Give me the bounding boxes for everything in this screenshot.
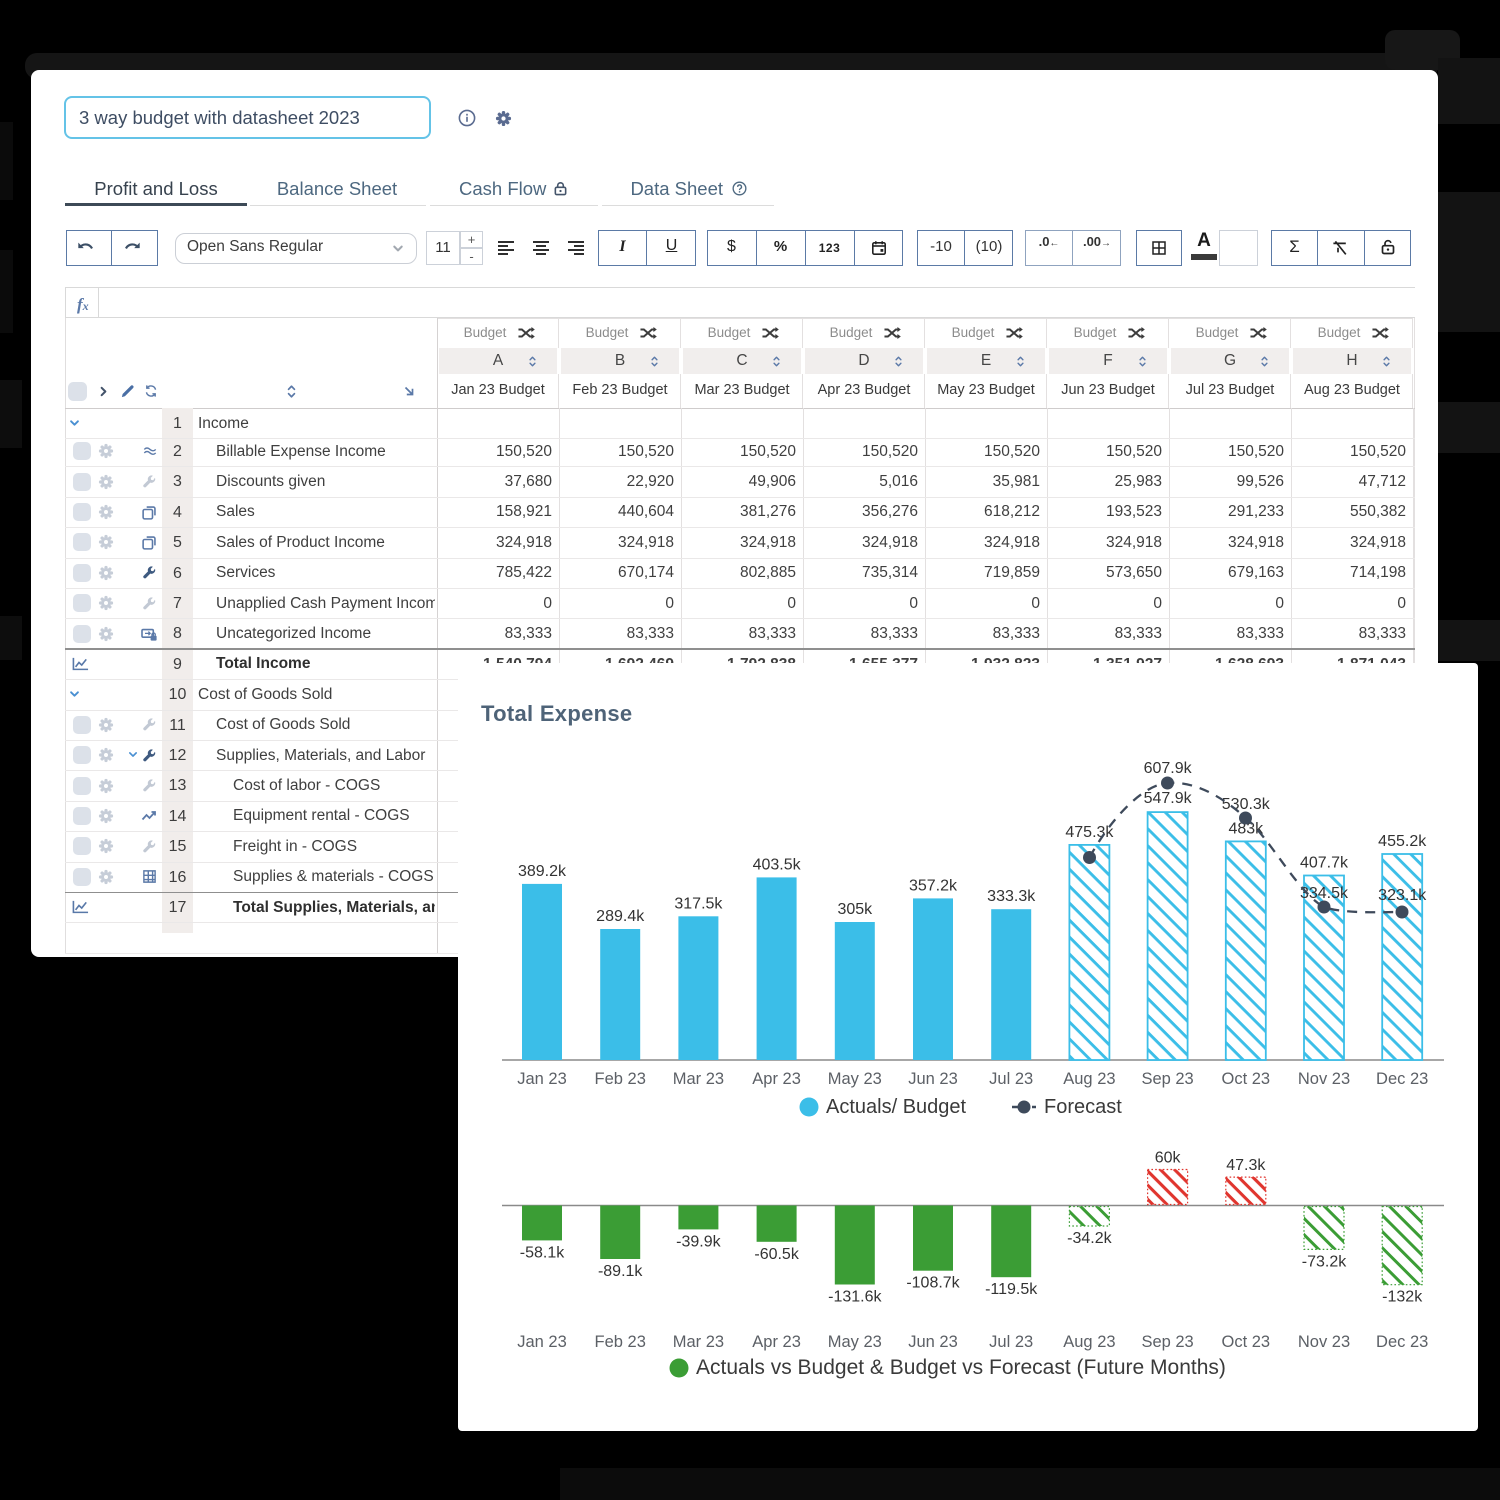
svg-text:Jul 23: Jul 23 [989, 1070, 1033, 1088]
svg-text:547.9k: 547.9k [1144, 790, 1193, 807]
svg-text:289.4k: 289.4k [596, 908, 645, 925]
svg-text:Oct 23: Oct 23 [1221, 1333, 1270, 1351]
svg-text:483k: 483k [1228, 820, 1264, 837]
svg-text:Actuals/ Budget: Actuals/ Budget [826, 1096, 967, 1118]
svg-text:455.2k: 455.2k [1378, 833, 1427, 850]
svg-text:Dec 23: Dec 23 [1376, 1333, 1428, 1351]
svg-text:Jan 23: Jan 23 [517, 1070, 567, 1088]
svg-text:-131.6k: -131.6k [828, 1289, 882, 1306]
svg-text:Feb 23: Feb 23 [595, 1333, 646, 1351]
svg-text:Sep 23: Sep 23 [1141, 1333, 1193, 1351]
svg-text:47.3k: 47.3k [1226, 1157, 1266, 1174]
svg-text:-73.2k: -73.2k [1302, 1253, 1347, 1270]
svg-text:Jun 23: Jun 23 [908, 1070, 958, 1088]
svg-text:305k: 305k [837, 901, 873, 918]
svg-text:Jan 23: Jan 23 [517, 1333, 567, 1351]
svg-text:389.2k: 389.2k [518, 863, 567, 880]
svg-text:Nov 23: Nov 23 [1298, 1333, 1350, 1351]
svg-text:403.5k: 403.5k [753, 856, 802, 873]
svg-text:Nov 23: Nov 23 [1298, 1070, 1350, 1088]
svg-text:Aug 23: Aug 23 [1063, 1333, 1115, 1351]
svg-text:323.1k: 323.1k [1378, 887, 1427, 904]
svg-text:Actuals vs Budget & Budget vs: Actuals vs Budget & Budget vs Forecast (… [696, 1356, 1226, 1379]
svg-text:407.7k: 407.7k [1300, 855, 1349, 872]
svg-text:May 23: May 23 [828, 1333, 882, 1351]
svg-text:475.3k: 475.3k [1065, 824, 1114, 841]
svg-text:Forecast: Forecast [1044, 1096, 1122, 1118]
svg-text:Sep 23: Sep 23 [1141, 1070, 1193, 1088]
svg-text:334.5k: 334.5k [1300, 885, 1349, 902]
svg-text:Mar 23: Mar 23 [673, 1070, 724, 1088]
svg-text:Apr 23: Apr 23 [752, 1333, 801, 1351]
svg-text:-89.1k: -89.1k [598, 1263, 643, 1280]
svg-text:-60.5k: -60.5k [754, 1246, 799, 1263]
svg-text:-58.1k: -58.1k [520, 1244, 565, 1261]
svg-text:530.3k: 530.3k [1222, 796, 1271, 813]
svg-text:333.3k: 333.3k [987, 888, 1036, 905]
svg-text:Jul 23: Jul 23 [989, 1333, 1033, 1351]
svg-text:317.5k: 317.5k [674, 895, 723, 912]
svg-text:Mar 23: Mar 23 [673, 1333, 724, 1351]
svg-text:607.9k: 607.9k [1144, 760, 1193, 777]
svg-text:Apr 23: Apr 23 [752, 1070, 801, 1088]
svg-text:-108.7k: -108.7k [906, 1275, 960, 1292]
svg-text:-34.2k: -34.2k [1067, 1230, 1112, 1247]
svg-text:-132k: -132k [1382, 1289, 1423, 1306]
svg-text:357.2k: 357.2k [909, 877, 958, 894]
svg-text:Aug 23: Aug 23 [1063, 1070, 1115, 1088]
svg-text:Oct 23: Oct 23 [1221, 1070, 1270, 1088]
svg-text:Feb 23: Feb 23 [595, 1070, 646, 1088]
svg-text:Jun 23: Jun 23 [908, 1333, 958, 1351]
svg-text:Dec 23: Dec 23 [1376, 1070, 1428, 1088]
svg-text:60k: 60k [1155, 1150, 1182, 1167]
svg-text:-119.5k: -119.5k [985, 1281, 1038, 1298]
svg-text:May 23: May 23 [828, 1070, 882, 1088]
svg-text:-39.9k: -39.9k [676, 1233, 721, 1250]
